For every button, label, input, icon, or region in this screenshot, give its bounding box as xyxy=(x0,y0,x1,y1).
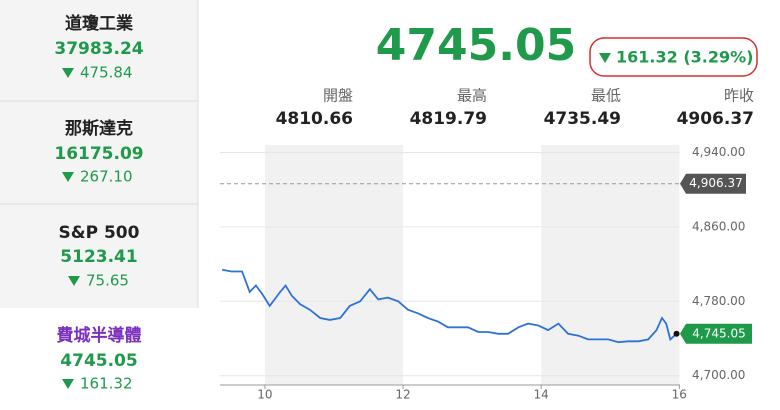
index-name: 道瓊工業 xyxy=(65,13,133,34)
down-arrow xyxy=(62,379,74,389)
x-tick-label: 10 xyxy=(257,388,272,402)
index-name: 那斯達克 xyxy=(65,118,133,139)
selected-item-bg xyxy=(0,308,199,410)
index-change: 161.32 xyxy=(80,375,133,393)
x-tick-label: 12 xyxy=(395,388,410,402)
last-label: 4,745.05 xyxy=(692,326,745,340)
x-tick-label: 14 xyxy=(534,388,549,402)
index-change: 267.10 xyxy=(80,168,133,186)
last-point xyxy=(673,330,680,337)
index-value: 5123.41 xyxy=(60,247,137,267)
y-tick-label: 4,860.00 xyxy=(692,219,745,233)
down-arrow xyxy=(62,172,74,182)
price-change: 161.32 (3.29%) xyxy=(616,48,753,67)
down-arrow xyxy=(68,276,80,286)
stat-value: 4906.37 xyxy=(677,109,754,129)
sidebar-item[interactable]: 那斯達克 16175.09 267.10 xyxy=(54,118,143,186)
price: 4745.05 xyxy=(376,20,576,71)
index-name: S&P 500 xyxy=(59,223,140,243)
stat-value: 4819.79 xyxy=(410,109,487,129)
stat-label: 開盤 xyxy=(323,87,353,105)
last-tag xyxy=(680,323,752,344)
index-value: 37983.24 xyxy=(54,39,143,59)
stat-label: 最低 xyxy=(591,87,621,105)
index-name: 費城半導體 xyxy=(57,325,142,346)
x-tick-label: 16 xyxy=(672,388,687,402)
stat-value: 4735.49 xyxy=(544,109,621,129)
y-tick-label: 4,780.00 xyxy=(692,294,745,308)
index-change: 475.84 xyxy=(80,64,133,82)
sidebar-item[interactable]: 費城半導體 4745.05 161.32 xyxy=(57,325,142,393)
down-arrow xyxy=(599,53,611,63)
down-arrow xyxy=(62,68,74,78)
session-band xyxy=(541,145,680,385)
price-line xyxy=(221,268,678,344)
change-highlight xyxy=(589,37,758,77)
stat-label: 最高 xyxy=(457,87,487,105)
reference-tag xyxy=(680,173,746,194)
index-value: 4745.05 xyxy=(60,351,137,371)
y-tick-label: 4,940.00 xyxy=(692,145,745,159)
index-change: 75.65 xyxy=(86,272,129,290)
session-band xyxy=(264,145,404,385)
sidebar-item[interactable]: S&P 500 5123.41 75.65 xyxy=(59,223,140,290)
sidebar-item[interactable]: 道瓊工業 37983.24 475.84 xyxy=(54,13,143,82)
chart: 4,700.00 4,780.00 4,860.00 4,940.00 10 12 14 16… xyxy=(220,145,752,402)
reference-label: 4,906.37 xyxy=(689,176,742,190)
stat-label: 昨收 xyxy=(724,87,754,105)
stat-value: 4810.66 xyxy=(276,109,353,129)
index-value: 16175.09 xyxy=(54,144,143,164)
y-tick-label: 4,700.00 xyxy=(692,368,745,382)
